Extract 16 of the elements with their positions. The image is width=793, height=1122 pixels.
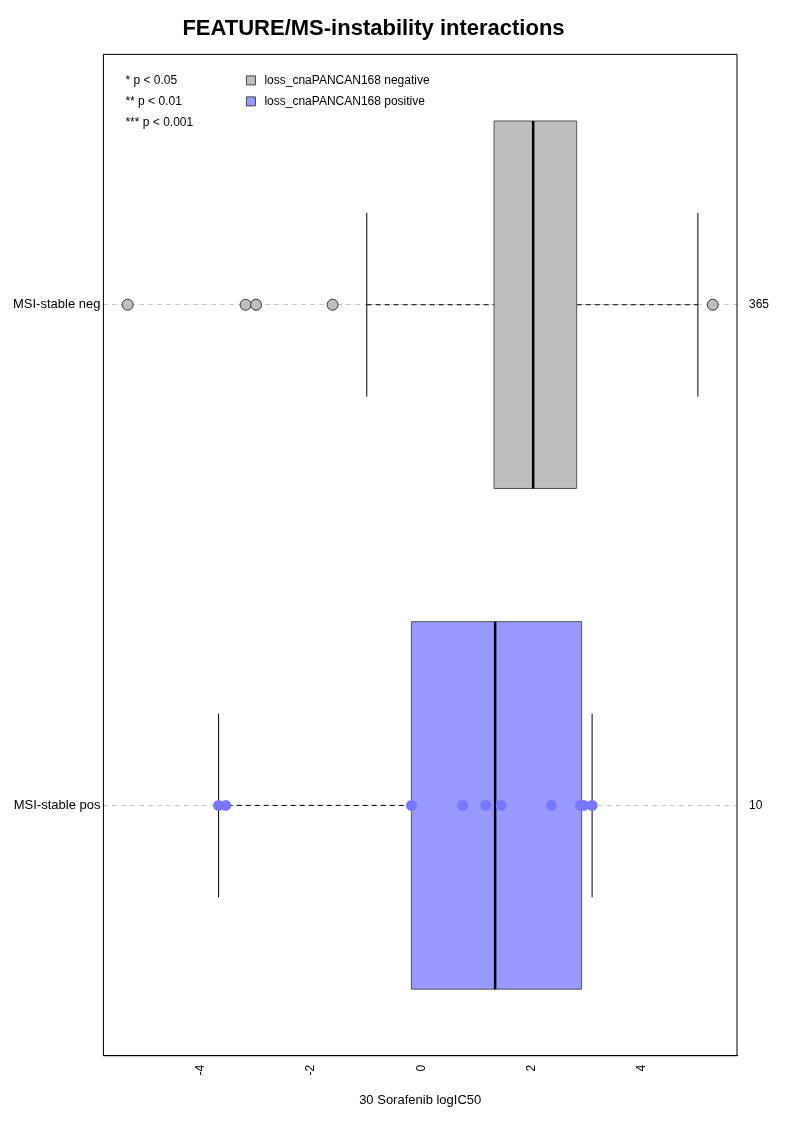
x-tick-label: -4: [193, 1064, 208, 1076]
x-axis-title: 30 Sorafenib logIC50: [359, 1091, 482, 1107]
annotation: * p < 0.05: [125, 72, 178, 87]
x-tick-label: 2: [523, 1064, 538, 1072]
chart-title: FEATURE/MS-instability interactions: [182, 15, 565, 41]
x-tick-label: 0: [413, 1064, 428, 1072]
text: 10: [749, 797, 763, 812]
y-tick-label: MSI-stable neg: [13, 296, 101, 312]
annotation: *** p < 0.001: [125, 114, 194, 129]
annotation: ** p < 0.01: [125, 93, 183, 108]
x-tick-label: 4: [634, 1064, 648, 1072]
x-tick-label: -2: [303, 1064, 318, 1076]
y-tick-label: MSI-stable pos: [13, 796, 101, 812]
legend-label: loss_cnaPANCAN168 positive: [264, 93, 426, 108]
text: 365: [749, 297, 770, 312]
legend-label: loss_cnaPANCAN168 negative: [264, 72, 430, 87]
